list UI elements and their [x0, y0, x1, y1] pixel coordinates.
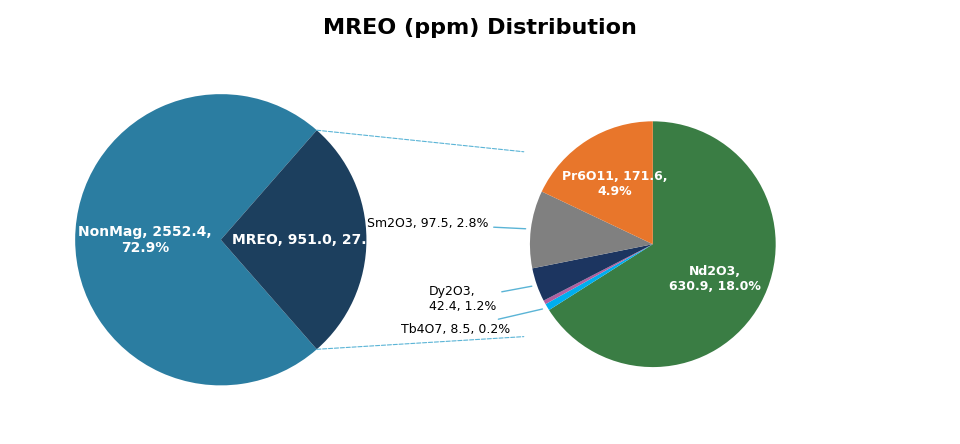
Text: Sm2O3, 97.5, 2.8%: Sm2O3, 97.5, 2.8%: [367, 218, 526, 230]
Wedge shape: [543, 244, 653, 304]
Wedge shape: [545, 244, 653, 310]
Wedge shape: [530, 191, 653, 268]
Text: Tb4O7, 8.5, 0.2%: Tb4O7, 8.5, 0.2%: [401, 309, 542, 336]
Wedge shape: [75, 94, 317, 385]
Text: NonMag, 2552.4,
72.9%: NonMag, 2552.4, 72.9%: [79, 225, 212, 255]
Text: Dy2O3,
42.4, 1.2%: Dy2O3, 42.4, 1.2%: [429, 285, 532, 313]
Wedge shape: [533, 244, 653, 301]
Text: Nd2O3,
630.9, 18.0%: Nd2O3, 630.9, 18.0%: [669, 265, 761, 293]
Wedge shape: [221, 130, 367, 349]
Text: Pr6O11, 171.6,
4.9%: Pr6O11, 171.6, 4.9%: [562, 170, 667, 198]
Text: MREO (ppm) Distribution: MREO (ppm) Distribution: [324, 18, 636, 38]
Text: MREO, 951.0, 27.1%: MREO, 951.0, 27.1%: [232, 233, 390, 247]
Wedge shape: [541, 121, 653, 244]
Wedge shape: [549, 121, 776, 367]
